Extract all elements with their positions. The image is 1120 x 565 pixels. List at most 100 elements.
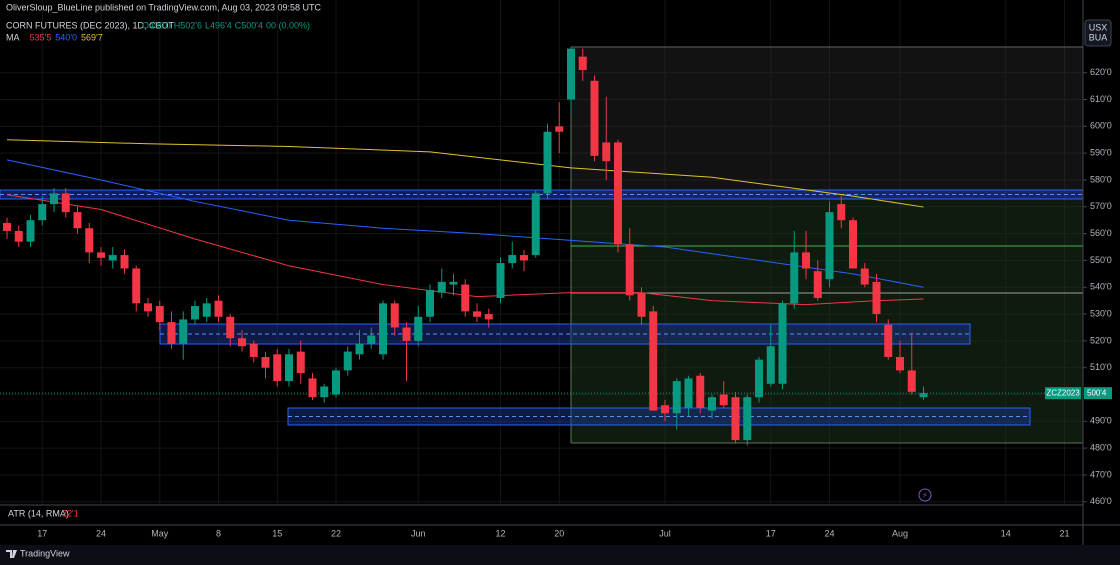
candle-body bbox=[238, 338, 246, 347]
candle-body bbox=[14, 230, 23, 242]
candle-body bbox=[520, 255, 528, 261]
candle-body bbox=[144, 303, 152, 312]
candle-body bbox=[202, 303, 211, 317]
candle-body bbox=[61, 193, 70, 213]
symbol-title: CORN FUTURES (DEC 2023), 1D, CBOT bbox=[6, 20, 175, 30]
y-tick-label: 540'0 bbox=[1090, 282, 1112, 292]
x-tick-label: May bbox=[151, 528, 169, 538]
x-tick-label: 15 bbox=[272, 528, 282, 538]
grid bbox=[0, 0, 1083, 505]
plot bbox=[0, 48, 1083, 446]
candle-body bbox=[226, 316, 235, 339]
y-tick-label: 620'0 bbox=[1090, 67, 1112, 77]
candle-body bbox=[120, 255, 129, 269]
ohlc-readout: O499'0 H502'6 L496'4 C500'4 00 (0.00%) bbox=[142, 20, 310, 30]
candle-body bbox=[872, 281, 881, 315]
y-tick-label: 460'0 bbox=[1090, 496, 1112, 506]
event-icon[interactable] bbox=[918, 488, 932, 502]
stop-zone bbox=[571, 47, 1083, 197]
candle-body bbox=[649, 311, 658, 411]
ma-label: MA bbox=[6, 32, 20, 42]
candle-body bbox=[402, 327, 411, 341]
candle-body bbox=[825, 212, 834, 280]
x-tick-label: 20 bbox=[554, 528, 564, 538]
y-tick-label: 610'0 bbox=[1090, 94, 1112, 104]
ma-value: 535'5 bbox=[30, 32, 52, 42]
ohlc-value: C500'4 bbox=[235, 20, 263, 30]
candle-body bbox=[919, 393, 928, 398]
candle-body bbox=[896, 356, 904, 371]
x-tick-label: 24 bbox=[96, 528, 106, 538]
candle-body bbox=[426, 289, 434, 317]
candle-body bbox=[578, 56, 587, 71]
x-tick-label: 14 bbox=[1001, 528, 1011, 538]
ohlc-value: O499'0 bbox=[142, 20, 171, 30]
candle-body bbox=[508, 255, 517, 264]
candle-body bbox=[849, 220, 857, 269]
y-tick-label: 530'0 bbox=[1090, 308, 1112, 318]
y-tick-label: 550'0 bbox=[1090, 255, 1112, 265]
candle-body bbox=[214, 300, 223, 317]
candle-body bbox=[837, 204, 846, 221]
candle-body bbox=[343, 351, 352, 371]
moving-average bbox=[6, 194, 924, 306]
candle-body bbox=[461, 284, 470, 312]
candle-body bbox=[97, 252, 105, 258]
y-tick-label: 560'0 bbox=[1090, 228, 1112, 238]
candle-body bbox=[437, 281, 446, 293]
candle-body bbox=[249, 343, 258, 357]
atr-label: ATR (14, RMA) bbox=[8, 508, 69, 518]
candle-body bbox=[684, 378, 693, 408]
x-tick-label: Jun bbox=[411, 528, 426, 538]
candle-body bbox=[355, 343, 364, 355]
ohlc-value: L496'4 bbox=[205, 20, 232, 30]
y-tick-label: 520'0 bbox=[1090, 335, 1112, 345]
candle-body bbox=[907, 370, 916, 392]
candle-body bbox=[778, 303, 787, 384]
candle-body bbox=[26, 220, 35, 242]
candle-body bbox=[332, 370, 340, 395]
candle-body bbox=[414, 316, 423, 341]
y-tick-label: 580'0 bbox=[1090, 174, 1112, 184]
candle-body bbox=[884, 324, 893, 357]
candle-body bbox=[672, 381, 681, 414]
candle-body bbox=[590, 80, 599, 156]
x-tick-label: 21 bbox=[1059, 528, 1069, 538]
ma-legend: MA 535'5 540'0 569'7 bbox=[6, 32, 103, 42]
currency: USX bbox=[1089, 22, 1108, 32]
candle-body bbox=[261, 356, 270, 368]
candle-body bbox=[531, 193, 540, 256]
candle-body bbox=[191, 306, 199, 320]
candle-body bbox=[308, 378, 317, 398]
currency-box[interactable] bbox=[1084, 19, 1112, 47]
candle-body bbox=[555, 126, 564, 132]
candle-body bbox=[743, 397, 752, 441]
y-tick-label: 470'0 bbox=[1090, 469, 1112, 479]
footer bbox=[0, 545, 1120, 565]
currency: BUA bbox=[1089, 32, 1108, 42]
candle-body bbox=[167, 322, 176, 344]
candle-body bbox=[85, 228, 94, 253]
candle-body bbox=[567, 48, 575, 100]
candle-body bbox=[543, 131, 552, 194]
candle-body bbox=[473, 311, 481, 317]
atr-value: 22'1 bbox=[62, 508, 79, 518]
candle-body bbox=[637, 292, 646, 317]
candle-body bbox=[132, 268, 141, 304]
x-tick-label: 17 bbox=[766, 528, 776, 538]
x-tick-label: 12 bbox=[495, 528, 505, 538]
candle-body bbox=[73, 212, 82, 229]
candle-body bbox=[484, 314, 493, 320]
y-tick-label: 600'0 bbox=[1090, 121, 1112, 131]
x-tick-label: 24 bbox=[824, 528, 834, 538]
candle-body bbox=[296, 351, 305, 374]
candle-body bbox=[50, 193, 58, 205]
candle-body bbox=[155, 306, 164, 323]
ma-value: 569'7 bbox=[81, 32, 103, 42]
candle-body bbox=[625, 244, 634, 296]
event-icon-glyph: ⚡ bbox=[922, 491, 928, 500]
candle-body bbox=[320, 386, 329, 398]
brand-logo bbox=[6, 550, 17, 558]
